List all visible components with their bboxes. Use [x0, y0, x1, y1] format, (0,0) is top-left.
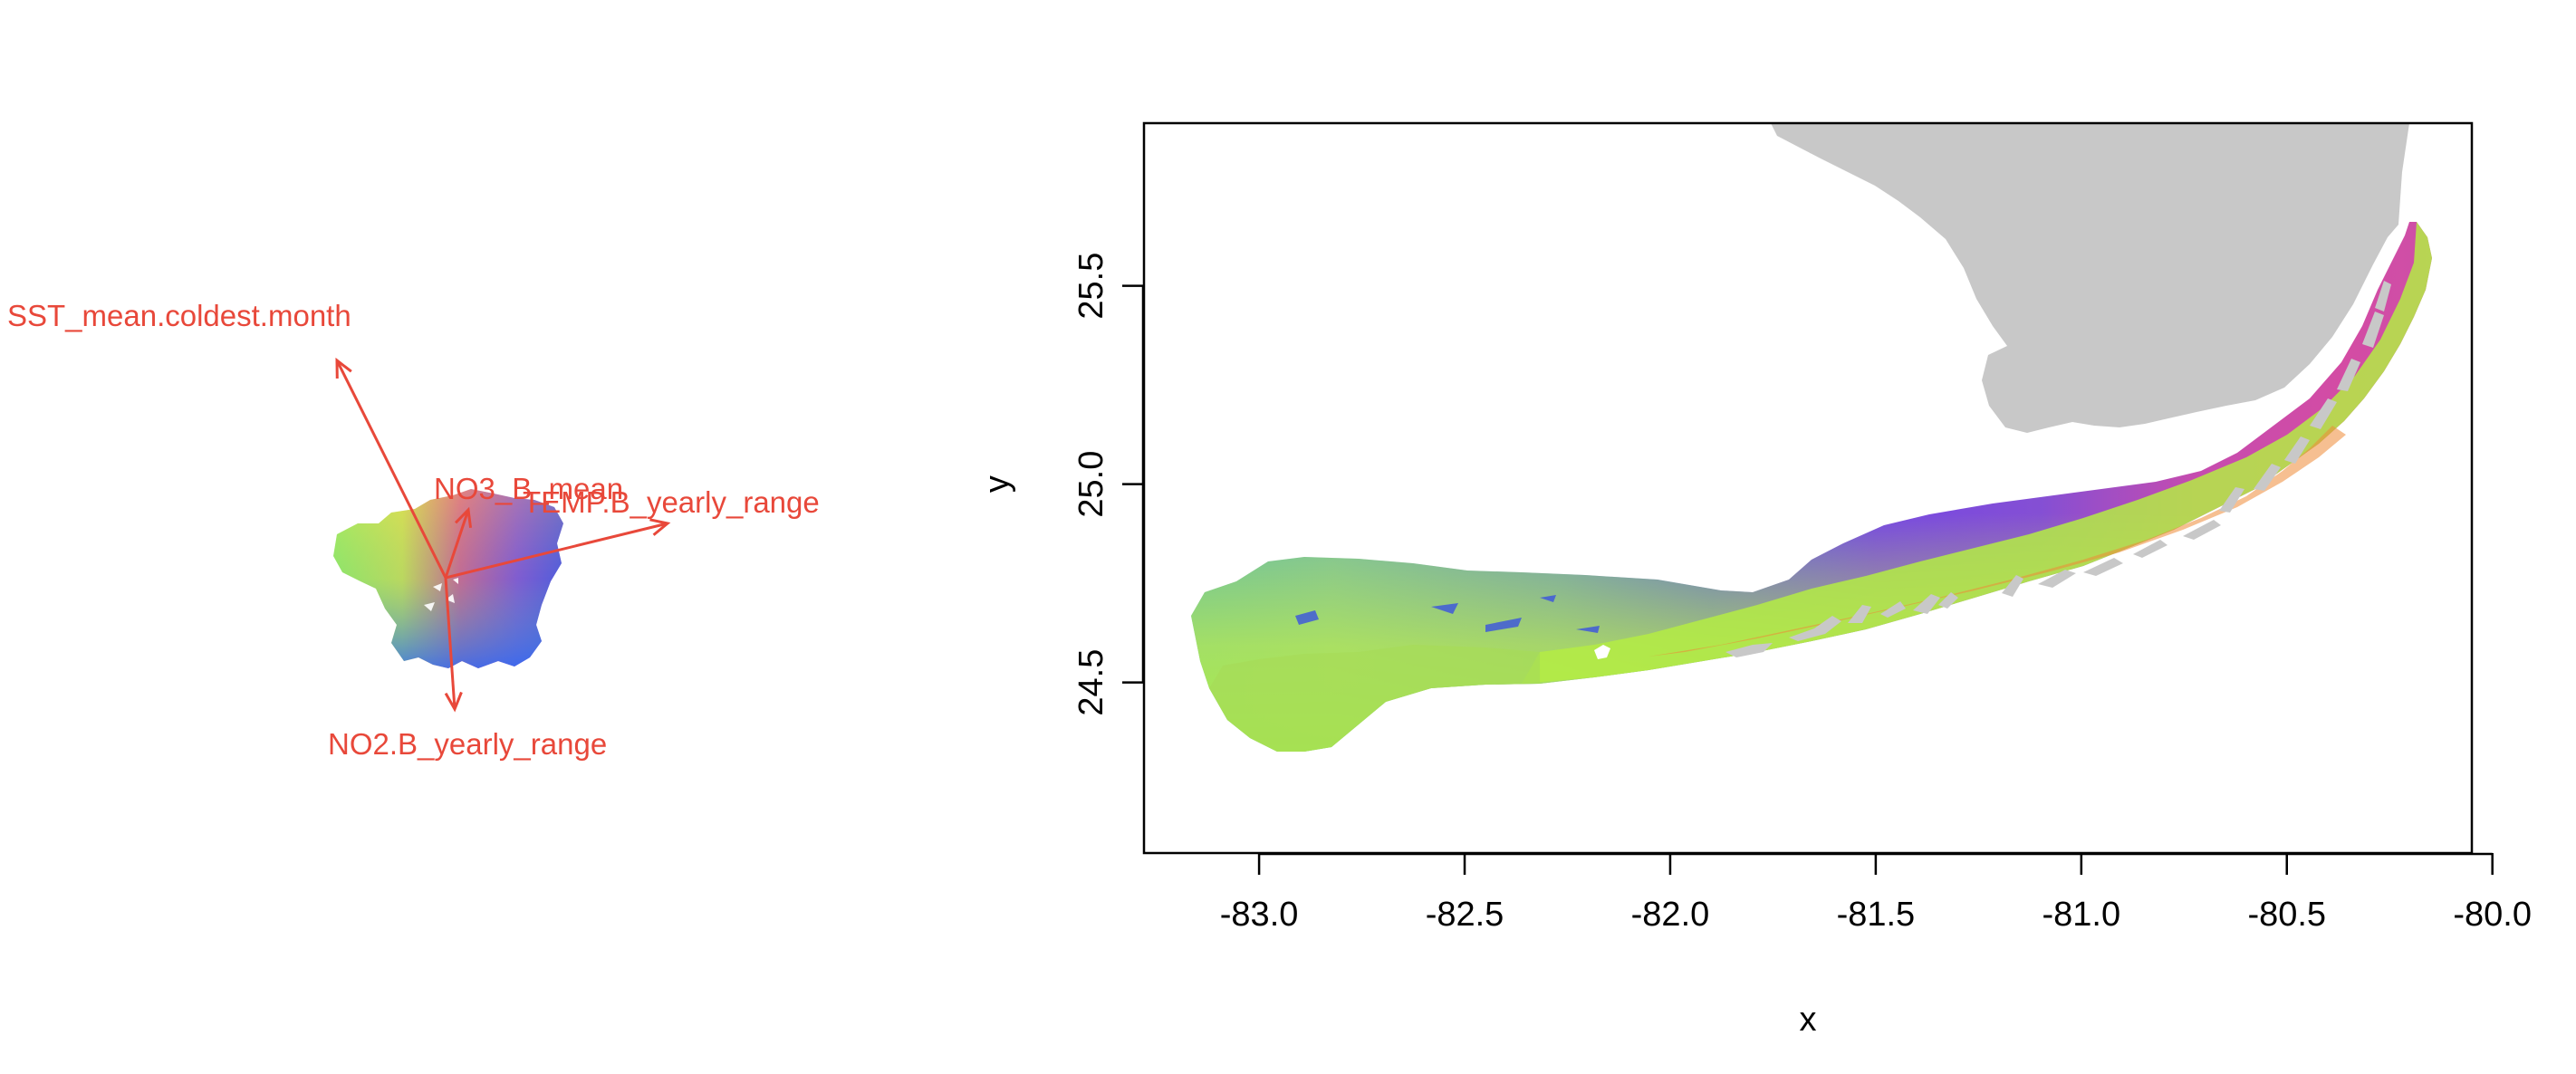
biplot-arrow-shaft: [444, 509, 470, 579]
reef-west-patch: [1209, 645, 1540, 752]
dry-tortugas-gap: [1594, 645, 1610, 659]
y-tick-label: 24.5: [1072, 649, 1110, 716]
y-axis-title: y: [978, 475, 1016, 493]
x-tick-label: -80.0: [2453, 896, 2532, 934]
x-tick-label: -81.0: [2043, 896, 2121, 934]
x-tick-label: -80.5: [2247, 896, 2326, 934]
map-panel: -83.0 -82.5 -82.0 -81.5 -81.0 -80.5 -80.0 x 24.5…: [978, 121, 2532, 1039]
x-tick-label: -82.0: [1631, 896, 1710, 934]
biplot-arrow-head: [444, 691, 463, 713]
x-axis-title: x: [1800, 1001, 1817, 1039]
x-tick-label: -82.5: [1426, 896, 1504, 934]
biplot-arrow-temp-b-yearly-range: TEMP.B_yearly_range: [445, 485, 820, 580]
biplot-arrows: SST_mean.coldest.month NO3_B_meanTEMP.B_y…: [7, 299, 820, 761]
upper-keys: [2386, 134, 2402, 181]
biplot-label-no3-b-mean: NO3_B_mean: [434, 472, 623, 505]
biplot-arrow-head: [335, 357, 352, 379]
y-axis: 24.5 25.0 25.5 y: [978, 253, 1145, 716]
biplot-arrow-shaft: [335, 360, 447, 579]
biplot-arrow-no3-b-mean: NO3_B_mean: [434, 472, 623, 579]
biplot-arrow-shaft: [445, 522, 668, 580]
x-tick-label: -83.0: [1220, 896, 1299, 934]
x-tick-label: -81.5: [1837, 896, 1916, 934]
biplot-arrow-sst-mean-coldest-month: SST_mean.coldest.month: [7, 299, 447, 579]
biplot-panel: SST_mean.coldest.month NO3_B_meanTEMP.B_y…: [7, 299, 820, 761]
biplot-arrow-no2-b-yearly-range: NO2.B_yearly_range: [328, 577, 607, 761]
lower-keys-islands: [1725, 281, 2391, 657]
biplot-label-sst-mean-coldest-month: SST_mean.coldest.month: [7, 299, 351, 332]
y-tick-label: 25.0: [1072, 451, 1110, 518]
y-tick-label: 25.5: [1072, 253, 1110, 320]
florida-mainland: [1771, 123, 2409, 433]
biplot-color-field: [333, 489, 563, 668]
x-axis: -83.0 -82.5 -82.0 -81.5 -81.0 -80.5 -80.0 x: [1220, 852, 2532, 1039]
biplot-arrow-head: [649, 518, 671, 536]
biplot-label-no2-b-yearly-range: NO2.B_yearly_range: [328, 727, 607, 761]
biplot-arrow-shaft: [444, 577, 457, 710]
biplot-label-temp-b-yearly-range: TEMP.B_yearly_range: [523, 485, 820, 519]
map-layers: [1191, 123, 2432, 752]
biplot-arrow-head: [454, 506, 473, 529]
map-axes: -83.0 -82.5 -82.0 -81.5 -81.0 -80.5 -80.0 x 24.5…: [978, 253, 2532, 1039]
reef-seaward-lime-band: [1522, 222, 2432, 684]
reef-outer-band: [1191, 222, 2432, 752]
